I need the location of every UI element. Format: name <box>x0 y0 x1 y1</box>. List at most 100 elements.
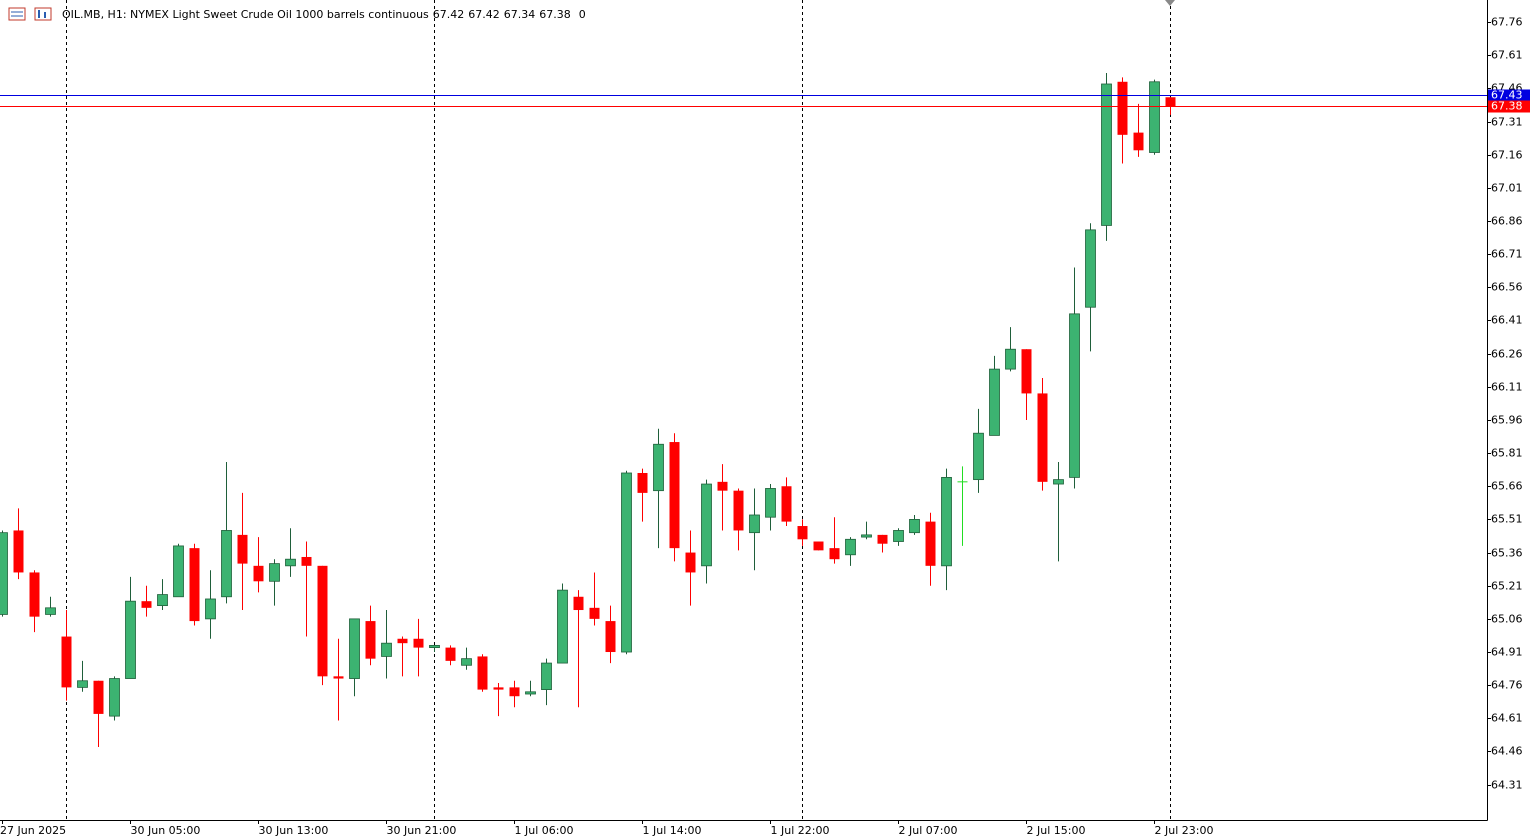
x-tick-label: 2 Jul 07:00 <box>899 824 958 837</box>
x-tick-label: 27 Jun 2025 <box>0 824 66 837</box>
y-tick-label: 66.71 <box>1491 248 1523 261</box>
header-value: 67.38 <box>539 8 571 21</box>
candle-body <box>493 687 504 690</box>
candle-body <box>1101 83 1112 226</box>
y-tick-label: 67.31 <box>1491 116 1523 129</box>
candle-body <box>141 601 152 608</box>
chart-icon[interactable] <box>34 7 52 21</box>
candle-body <box>397 638 408 644</box>
y-tick-label: 64.61 <box>1491 712 1523 725</box>
candle-body <box>765 488 776 518</box>
y-tick-label: 65.36 <box>1491 547 1523 560</box>
candle-body <box>301 556 312 566</box>
candle-body <box>333 676 344 679</box>
candle-body <box>845 538 856 556</box>
candle-body <box>797 526 808 540</box>
candle-body <box>1021 349 1032 394</box>
candle-body <box>413 638 424 648</box>
candle-body <box>125 600 136 679</box>
bid-label-box <box>1488 100 1530 113</box>
candle-body <box>317 565 328 677</box>
candle-body <box>589 607 600 619</box>
ask-label-box <box>1488 89 1530 102</box>
candle-body <box>61 636 72 688</box>
candle-body <box>29 572 40 617</box>
y-tick-label: 65.06 <box>1491 613 1523 626</box>
y-tick-label: 67.01 <box>1491 182 1523 195</box>
candle-body <box>205 598 216 620</box>
x-tick-label: 30 Jun 13:00 <box>259 824 329 837</box>
candle-body <box>365 621 376 659</box>
candle-body <box>509 687 520 697</box>
x-tick-label: 30 Jun 05:00 <box>131 824 201 837</box>
y-tick-label: 64.76 <box>1491 679 1523 692</box>
x-tick-label: 1 Jul 14:00 <box>643 824 702 837</box>
y-tick-label: 66.26 <box>1491 348 1523 361</box>
candle-body <box>237 534 248 564</box>
candle-body <box>941 477 952 567</box>
candle-body <box>349 618 360 679</box>
candle-body <box>525 691 536 695</box>
y-tick-label: 65.96 <box>1491 414 1523 427</box>
candle-body <box>1037 393 1048 482</box>
x-tick-label: 30 Jun 21:00 <box>387 824 457 837</box>
x-tick-label: 2 Jul 23:00 <box>1155 824 1214 837</box>
header-value: 67.42 <box>433 8 465 21</box>
candle-body <box>701 483 712 567</box>
candle-body <box>877 534 888 544</box>
candle-body <box>893 530 904 542</box>
ask-label: 67.43 <box>1491 89 1523 102</box>
candle-body <box>253 565 264 582</box>
candle-body <box>685 552 696 573</box>
y-tick-label: 67.16 <box>1491 149 1523 162</box>
candle-body <box>909 519 920 534</box>
y-tick-label: 64.31 <box>1491 779 1523 792</box>
y-tick-label: 65.51 <box>1491 513 1523 526</box>
y-tick-label: 67.61 <box>1491 49 1523 62</box>
y-tick-label: 64.46 <box>1491 745 1523 758</box>
candle-body <box>813 541 824 551</box>
candle-body <box>605 621 616 653</box>
candle-body <box>77 680 88 688</box>
y-tick-label: 66.11 <box>1491 381 1523 394</box>
candle-body <box>573 596 584 611</box>
candle-body <box>973 432 984 481</box>
candle-body <box>637 472 648 493</box>
candle-body <box>189 548 200 622</box>
y-tick-label: 66.56 <box>1491 281 1523 294</box>
header-value: 0 <box>579 8 586 21</box>
candle-body <box>1069 313 1080 478</box>
candle-body <box>461 658 472 666</box>
header-text: OIL.MB, H1: NYMEX Light Sweet Crude Oil … <box>62 8 586 21</box>
title: OIL.MB, H1: NYMEX Light Sweet Crude Oil … <box>62 8 429 21</box>
candle-body <box>669 442 680 549</box>
y-tick-label: 65.21 <box>1491 580 1523 593</box>
menu-icon[interactable] <box>8 7 26 21</box>
x-tick-label: 1 Jul 06:00 <box>515 824 574 837</box>
header-value: 67.42 <box>468 8 500 21</box>
candle-body <box>381 642 392 657</box>
plot-area <box>0 72 1176 748</box>
candle-body <box>45 607 56 615</box>
candle-body <box>1005 348 1016 370</box>
y-tick-label: 64.91 <box>1491 646 1523 659</box>
bid-label: 67.38 <box>1491 100 1523 113</box>
candle-body <box>653 443 664 492</box>
candle-body <box>989 368 1000 436</box>
candle-body <box>781 486 792 522</box>
candle-body <box>717 481 728 491</box>
header: OIL.MB, H1: NYMEX Light Sweet Crude Oil … <box>8 7 586 21</box>
candle-body <box>429 644 440 649</box>
period-separators <box>66 0 1171 820</box>
candle-body <box>109 678 120 717</box>
candle-body <box>157 594 168 607</box>
candle-body <box>221 530 232 598</box>
candle-body <box>829 548 840 560</box>
candle-body <box>1149 81 1160 153</box>
x-tick-label: 2 Jul 15:00 <box>1027 824 1086 837</box>
header-value: 67.34 <box>504 8 536 21</box>
candle-body <box>1117 81 1128 135</box>
